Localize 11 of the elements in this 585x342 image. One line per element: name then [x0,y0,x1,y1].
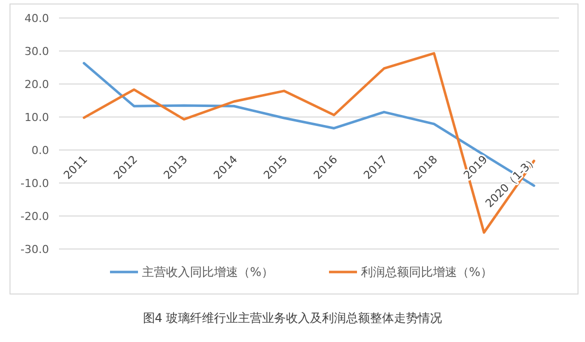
y-tick-label: -10.0 [20,177,49,190]
y-tick-label: -30.0 [20,243,49,256]
legend-label: 利润总额同比增速（%） [361,265,492,279]
y-tick-label: 10.0 [24,111,49,124]
text: 图4 玻璃纤维行业主营业务收入及利润总额整体走势情况 [142,311,442,325]
y-tick-label: 30.0 [24,45,49,58]
y-tick-label: 40.0 [24,12,49,25]
legend-label: 主营收入同比增速（%） [142,265,274,279]
y-tick-label: -20.0 [20,210,49,223]
y-tick-label: 20.0 [24,78,49,91]
y-tick-label: 0.0 [32,144,49,157]
